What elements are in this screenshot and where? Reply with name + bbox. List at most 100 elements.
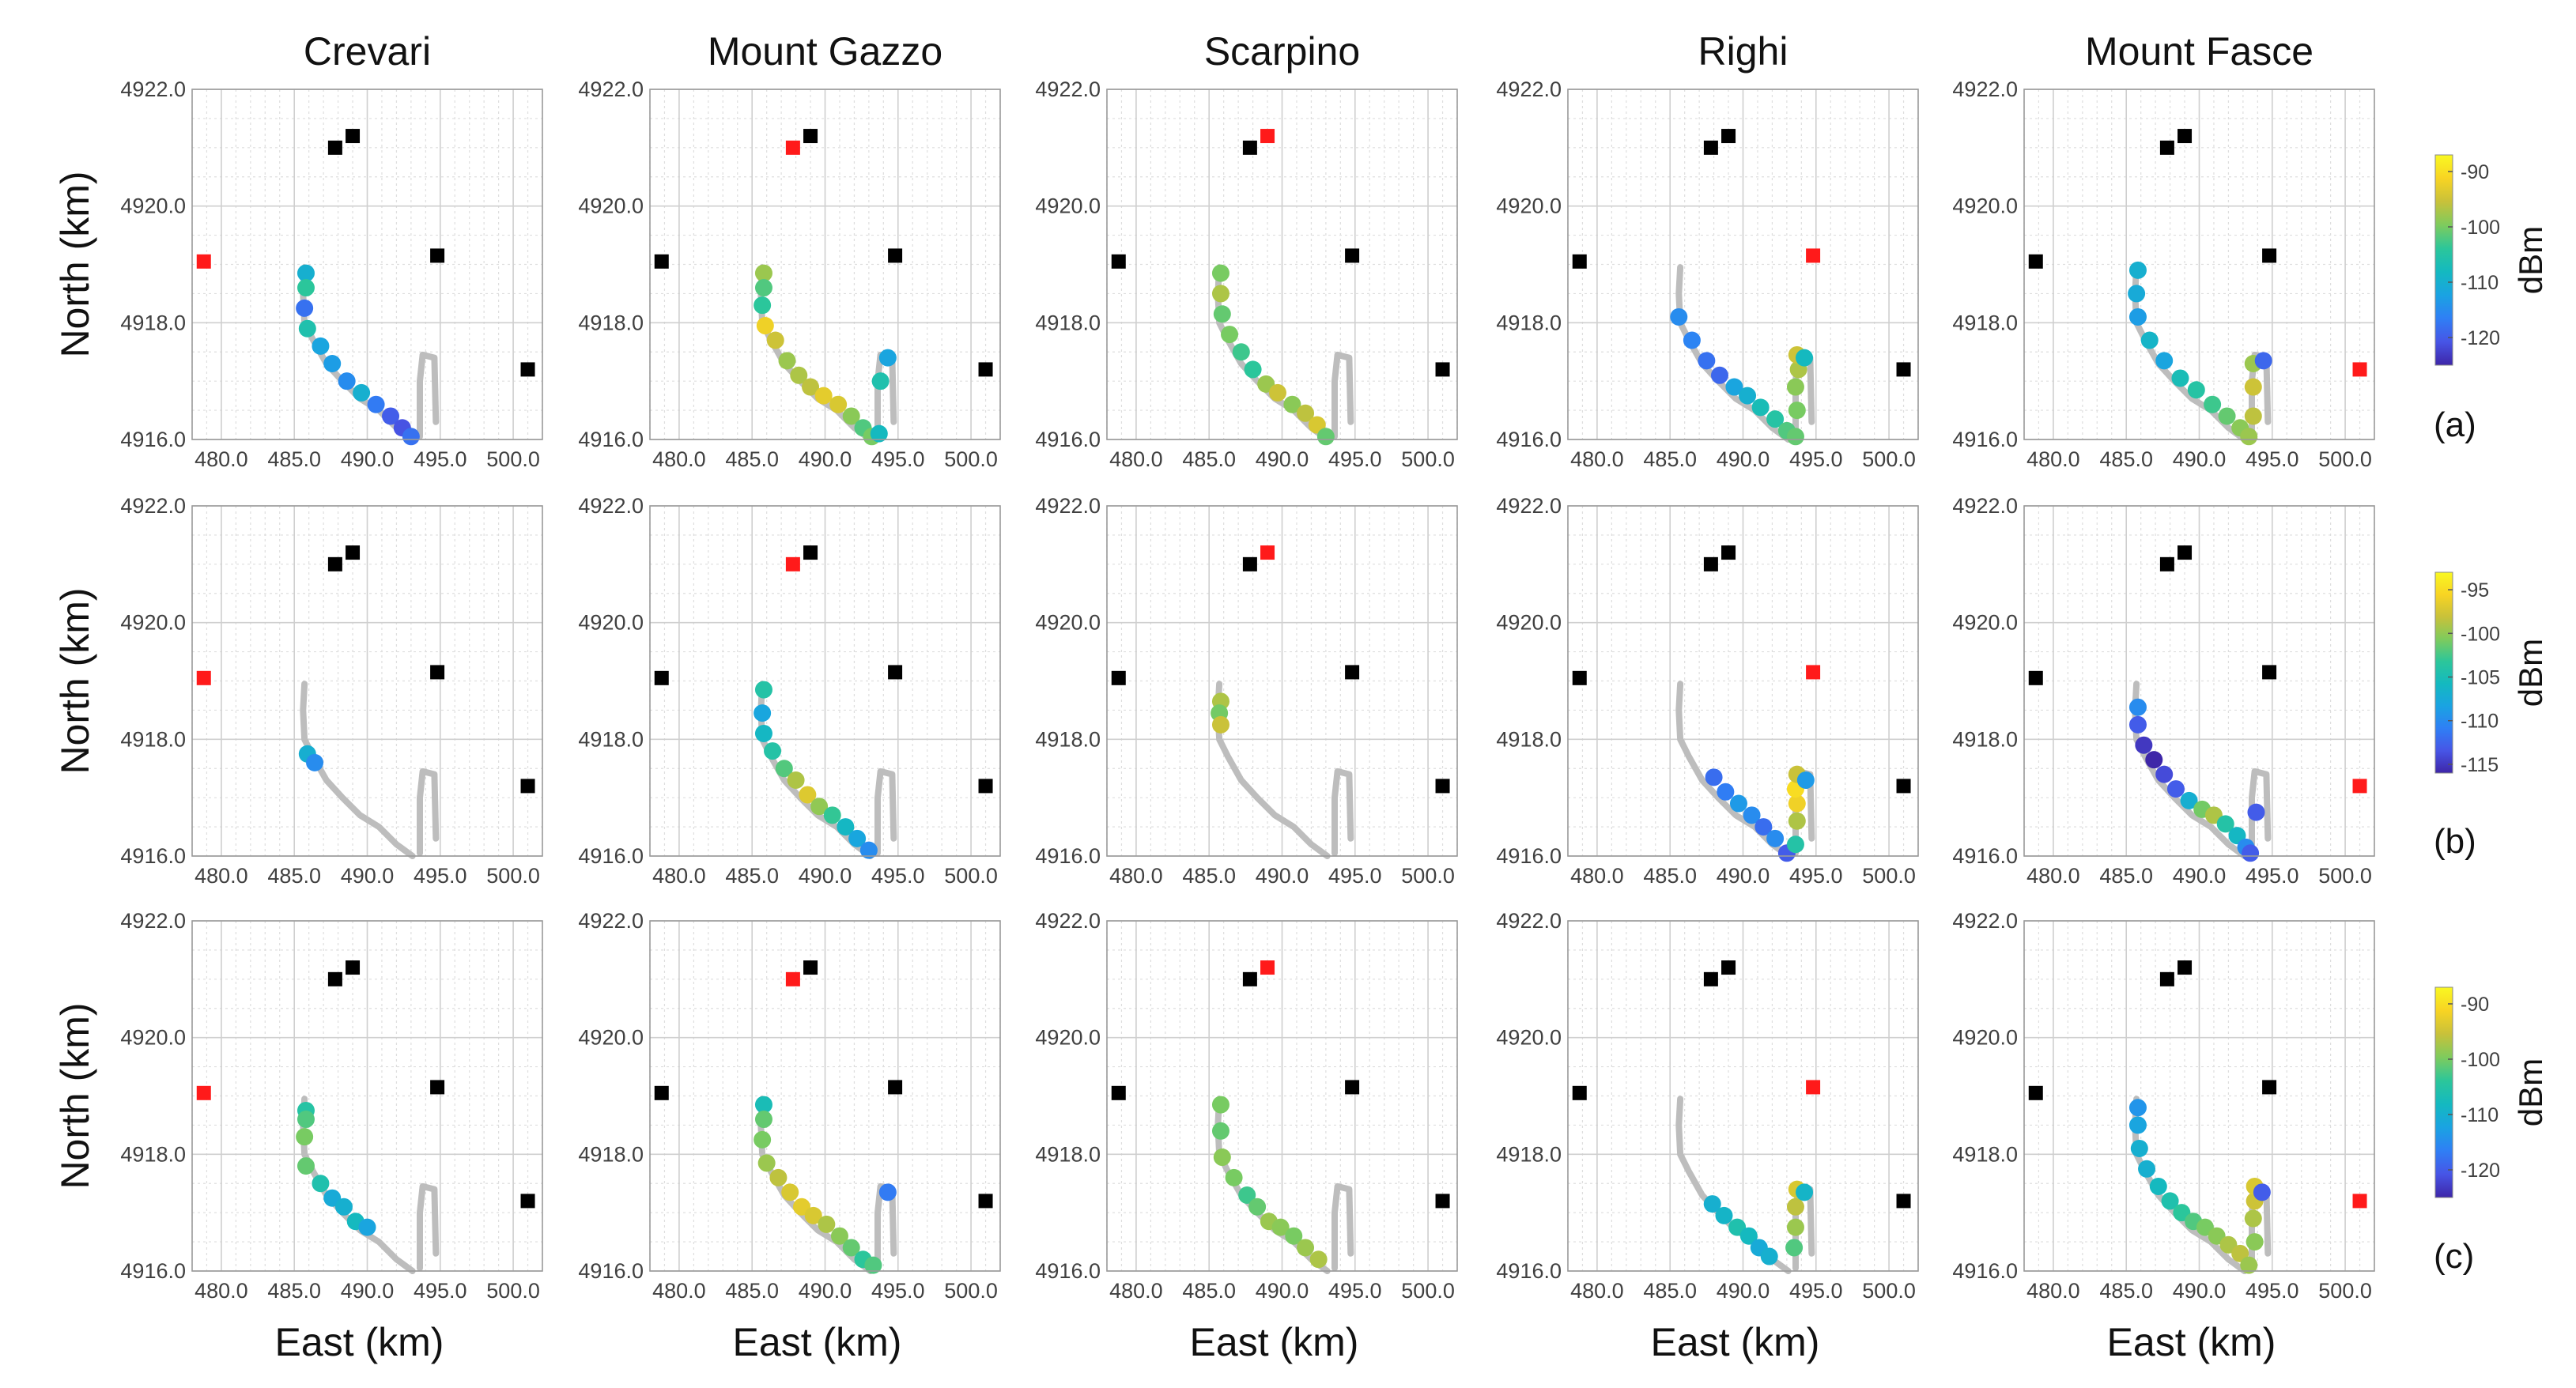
x-tick-label: 490.0	[1717, 447, 1770, 471]
measurement-point	[754, 681, 772, 699]
measurement-point	[757, 1154, 776, 1172]
plot-frame	[2023, 920, 2375, 1272]
measurement-point	[2128, 698, 2147, 716]
transmitter-marker	[520, 362, 535, 377]
route-line	[300, 681, 416, 859]
colorbar-tick-label: -100	[2461, 623, 2500, 645]
measurement-point	[1211, 1122, 1229, 1140]
y-tick-label: 4916.0	[120, 844, 186, 868]
x-tick-label: 480.0	[1109, 864, 1163, 888]
y-tick-label: 4916.0	[1035, 1259, 1101, 1283]
active-transmitter-marker	[785, 140, 800, 155]
plot-frame	[1567, 920, 1919, 1272]
colorbar-tick-label: -120	[2461, 327, 2500, 349]
x-tick-label: 480.0	[2026, 447, 2080, 471]
transmitter-marker	[1435, 1194, 1450, 1209]
y-tick-label: 4916.0	[578, 428, 644, 451]
y-tick-label: 4916.0	[120, 428, 186, 451]
x-tick-label: 490.0	[799, 447, 852, 471]
x-tick-label: 490.0	[799, 1279, 852, 1303]
x-tick-label: 485.0	[2099, 1279, 2153, 1303]
active-transmitter-marker	[1806, 665, 1821, 680]
measurement-point	[754, 724, 772, 742]
measurement-point	[323, 355, 342, 373]
plot-frame	[2023, 505, 2375, 857]
x-tick-label: 500.0	[486, 447, 540, 471]
y-axis-label: North (km)	[53, 171, 97, 357]
measurement-point	[754, 279, 772, 297]
measurement-point	[837, 818, 855, 836]
x-tick-label: 500.0	[1401, 447, 1455, 471]
y-tick-label: 4920.0	[120, 1026, 186, 1050]
measurement-point	[870, 424, 888, 443]
y-tick-label: 4916.0	[1952, 844, 2018, 868]
x-tick-label: 485.0	[1182, 447, 1236, 471]
x-tick-label: 485.0	[1643, 864, 1697, 888]
x-tick-label: 490.0	[1256, 447, 1309, 471]
x-tick-label: 500.0	[944, 447, 998, 471]
colorbar-row-3: -90 -100 -110 -120 dBm (c)	[2434, 986, 2549, 1276]
measurement-point	[754, 1096, 772, 1114]
measurement-point	[1743, 806, 1761, 824]
colorbar-tick-label: -115	[2461, 754, 2499, 776]
transmitter-marker	[654, 254, 669, 269]
y-tick-label: 4916.0	[1496, 844, 1562, 868]
y-tick-label: 4918.0	[1496, 311, 1562, 334]
measurement-point	[1725, 378, 1743, 396]
panel-crevari-row-3: 480.0 485.0 490.0 495.0 500.0 4922.0 4920.0 491…	[120, 909, 543, 1303]
measurement-point	[1796, 349, 1814, 367]
measurement-point	[799, 786, 817, 804]
measurement-point	[312, 1175, 330, 1193]
measurement-point	[334, 1198, 353, 1216]
measurement-point	[764, 742, 782, 760]
measurement-point	[804, 1206, 822, 1224]
measurement-point	[1788, 812, 1806, 830]
measurement-point	[1211, 1096, 1229, 1114]
measurement-point	[1785, 1239, 1804, 1257]
plot-frame	[191, 505, 543, 857]
y-tick-label: 4918.0	[1496, 1142, 1562, 1166]
transmitter-marker	[803, 129, 818, 144]
x-axis-label: East (km)	[733, 1320, 902, 1364]
colorbar-unit-label: dBm	[2512, 639, 2549, 707]
plot-frame	[191, 920, 543, 1272]
panel-mount-gazzo-row-2: 480.0 485.0 490.0 495.0 500.0 4922.0 4920.0 491…	[578, 494, 1001, 888]
x-axis-label: East (km)	[275, 1320, 444, 1364]
x-tick-label: 500.0	[1401, 864, 1455, 888]
measurement-point	[1717, 783, 1735, 801]
measurement-point	[2187, 381, 2205, 399]
transmitter-marker	[1572, 254, 1587, 269]
measurement-point	[1754, 818, 1773, 836]
x-tick-label: 495.0	[2246, 447, 2299, 471]
y-tick-label: 4918.0	[578, 727, 644, 751]
route-branch-line	[1331, 768, 1354, 857]
x-axis-label: East (km)	[2107, 1320, 2276, 1364]
measurement-point	[353, 383, 371, 402]
measurement-point	[754, 264, 772, 282]
measurement-point	[842, 1239, 860, 1257]
x-tick-label: 490.0	[341, 447, 395, 471]
y-tick-label: 4916.0	[1496, 428, 1562, 451]
x-tick-label: 495.0	[871, 864, 925, 888]
x-tick-label: 495.0	[2246, 1279, 2299, 1303]
measurement-point	[878, 1183, 897, 1201]
transmitter-marker	[520, 1194, 535, 1209]
x-tick-label: 495.0	[1789, 447, 1843, 471]
measurement-point	[864, 1256, 882, 1274]
x-tick-label: 495.0	[1328, 447, 1382, 471]
transmitter-marker	[2262, 248, 2277, 263]
measurement-point	[1786, 835, 1804, 854]
y-tick-label: 4918.0	[1035, 1142, 1101, 1166]
measurement-point	[2155, 765, 2174, 783]
x-tick-label: 485.0	[1182, 864, 1236, 888]
plot-frame	[649, 920, 1001, 1272]
measurement-point	[2218, 407, 2236, 425]
active-transmitter-marker	[2352, 1194, 2367, 1209]
active-transmitter-marker	[785, 556, 800, 571]
colorbar-tick-label: -110	[2461, 711, 2499, 733]
measurement-point	[1786, 428, 1804, 446]
active-transmitter-marker	[1260, 545, 1275, 560]
transmitter-marker	[2159, 971, 2174, 986]
colorbar-tick-label: -90	[2461, 994, 2489, 1016]
measurement-point	[1683, 331, 1701, 349]
